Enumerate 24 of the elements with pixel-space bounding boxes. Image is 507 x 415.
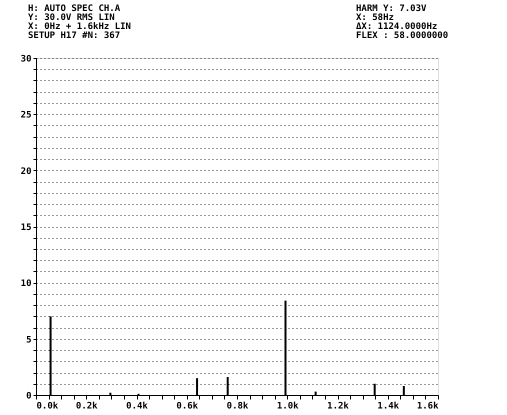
x-tick-label: 0.0k — [36, 402, 59, 412]
x-tick-label: 1.0k — [276, 402, 300, 412]
text: FLEX : 58.0000000 — [356, 31, 448, 41]
x-tick-label: 0.4k — [126, 402, 148, 412]
x-tick-label: 1.6k — [416, 402, 440, 412]
y-tick-label: 5 — [26, 335, 32, 346]
y-tick-label: 10 — [20, 279, 32, 290]
text: X: 58Hz — [356, 13, 394, 23]
text: Y: 30.0V RMS LIN — [28, 13, 115, 23]
text: ΔX: 1124.0000Hz — [356, 22, 438, 32]
x-tick-label: 1.2k — [327, 402, 350, 412]
y-tick-label: 30 — [20, 54, 32, 64]
y-tick-label: 0 — [26, 392, 32, 402]
y-tick-label: 25 — [20, 110, 32, 121]
x-tick-label: 0.6k — [176, 402, 199, 412]
x-tick-label: 0.2k — [76, 402, 98, 412]
x-tick-label: 0.8k — [226, 402, 249, 412]
text: H: AUTO SPEC CH.A — [28, 4, 121, 14]
y-tick-label: 15 — [20, 223, 32, 233]
text: X: 0Hz + 1.6kHz LIN — [28, 22, 131, 32]
text: HARM Y: 7.03V — [356, 4, 428, 14]
text: SETUP H17 #N: 367 — [28, 31, 120, 41]
x-tick-label: 1.4k — [377, 402, 400, 412]
y-tick-label: 20 — [20, 166, 32, 177]
